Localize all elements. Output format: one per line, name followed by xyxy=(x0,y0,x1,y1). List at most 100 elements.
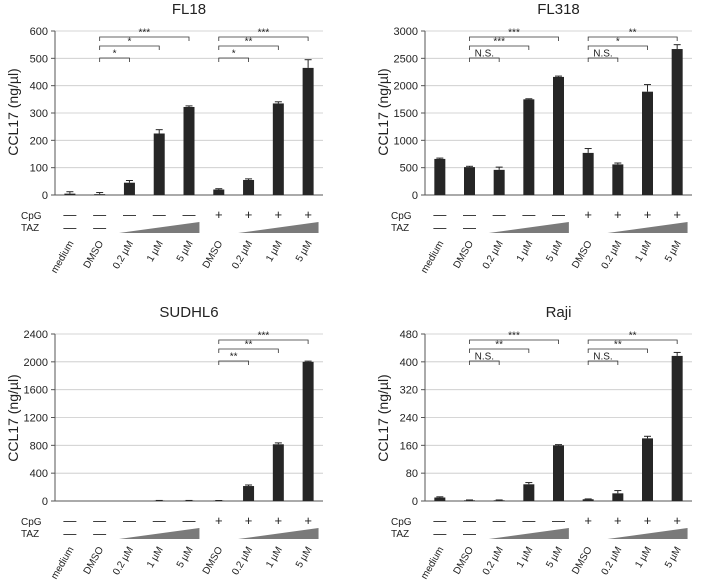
bar xyxy=(642,438,653,501)
significance-bracket xyxy=(469,36,559,41)
bar xyxy=(493,169,505,195)
y-tick-label: 300 xyxy=(30,108,48,120)
significance-bracket xyxy=(218,348,279,353)
x-tick-label: DMSO xyxy=(82,545,107,577)
bar xyxy=(153,133,165,195)
y-tick-label: 1600 xyxy=(24,385,48,397)
cpg-indicator: — xyxy=(93,207,106,222)
significance-label: *** xyxy=(258,331,270,342)
bar xyxy=(183,106,195,195)
chart-title: FL318 xyxy=(537,1,580,18)
x-tick-label: 5 µM xyxy=(294,545,315,570)
y-tick-label: 0 xyxy=(412,496,418,508)
y-axis-label: CCL17 (ng/µl) xyxy=(375,374,391,461)
significance-bracket xyxy=(469,57,500,62)
significance-bracket xyxy=(469,339,559,344)
y-tick-label: 1000 xyxy=(394,135,418,147)
y-axis-label: CCL17 (ng/µl) xyxy=(5,68,21,155)
cpg-indicator: — xyxy=(433,513,446,528)
x-tick-label: 5 µM xyxy=(175,545,196,570)
bar xyxy=(612,493,624,501)
significance-label: N.S. xyxy=(475,352,494,363)
y-tick-label: 3000 xyxy=(394,26,418,38)
significance-label: * xyxy=(113,49,117,60)
bar xyxy=(523,99,535,195)
bar xyxy=(123,182,135,195)
x-tick-label: DMSO xyxy=(452,239,477,271)
significance-label: *** xyxy=(493,37,505,48)
bar xyxy=(553,76,564,195)
x-tick-label: 0.2 µM xyxy=(230,545,255,577)
x-tick-label: 5 µM xyxy=(175,239,196,264)
cpg-indicator: + xyxy=(673,513,681,528)
cpg-indicator: — xyxy=(93,513,106,528)
x-tick-label: 0.2 µM xyxy=(230,239,255,271)
x-tick-label: 5 µM xyxy=(544,545,565,570)
significance-bracket xyxy=(218,57,249,62)
bar xyxy=(243,486,255,501)
chart-title: Raji xyxy=(546,304,572,321)
significance-label: N.S. xyxy=(593,49,612,60)
significance-label: ** xyxy=(629,331,637,342)
taz-indicator: — xyxy=(433,220,446,235)
cpg-indicator: + xyxy=(304,513,312,528)
cpg-indicator: + xyxy=(614,207,622,222)
x-tick-label: DMSO xyxy=(452,545,477,577)
significance-bracket xyxy=(99,36,190,41)
y-tick-label: 600 xyxy=(30,26,48,38)
cpg-row-label: CpG xyxy=(391,517,412,528)
significance-bracket xyxy=(587,360,619,365)
bar xyxy=(612,164,624,195)
x-tick-label: 5 µM xyxy=(663,239,684,264)
significance-label: ** xyxy=(495,340,503,351)
x-tick-label: 0.2 µM xyxy=(600,239,625,271)
x-tick-label: 1 µM xyxy=(264,239,285,264)
significance-label: N.S. xyxy=(593,352,612,363)
bar xyxy=(302,67,314,195)
significance-label: * xyxy=(232,49,236,60)
cpg-indicator: — xyxy=(522,207,535,222)
x-tick-label: 5 µM xyxy=(544,239,565,264)
cpg-indicator: — xyxy=(433,207,446,222)
significance-bracket xyxy=(218,360,249,365)
x-tick-label: medium xyxy=(419,239,446,275)
significance-label: * xyxy=(127,37,131,48)
cpg-indicator: — xyxy=(63,207,76,222)
y-tick-label: 400 xyxy=(400,357,418,369)
y-tick-label: 1500 xyxy=(394,108,418,120)
bar xyxy=(272,103,284,195)
significance-bracket xyxy=(218,36,309,41)
bar xyxy=(434,158,446,195)
dose-wedge xyxy=(607,528,688,539)
taz-indicator: — xyxy=(433,526,446,541)
bar xyxy=(464,167,475,195)
y-tick-label: 100 xyxy=(30,163,48,175)
cpg-indicator: + xyxy=(673,207,681,222)
dose-wedge xyxy=(119,222,200,233)
chart-panel: FL318 CCL17 (ng/µl) 0 500 1000 1500 2000 2500 30… xyxy=(375,1,692,275)
x-tick-label: 0.2 µM xyxy=(481,545,506,577)
cpg-indicator: — xyxy=(183,207,196,222)
taz-row-label: TAZ xyxy=(391,529,409,540)
cpg-indicator: — xyxy=(552,513,565,528)
taz-indicator: — xyxy=(93,526,106,541)
y-tick-label: 480 xyxy=(400,329,418,341)
x-tick-label: 0.2 µM xyxy=(481,239,506,271)
significance-bracket xyxy=(587,339,678,344)
y-axis-label: CCL17 (ng/µl) xyxy=(375,68,391,155)
taz-indicator: — xyxy=(93,220,106,235)
x-tick-label: 1 µM xyxy=(145,545,166,570)
taz-row-label: TAZ xyxy=(391,223,409,234)
cpg-indicator: + xyxy=(215,207,223,222)
y-axis-label: CCL17 (ng/µl) xyxy=(5,374,21,461)
significance-bracket xyxy=(99,57,130,62)
y-tick-label: 2400 xyxy=(24,329,48,341)
y-tick-label: 2000 xyxy=(394,81,418,93)
x-tick-label: DMSO xyxy=(201,239,226,271)
x-tick-label: 0.2 µM xyxy=(111,239,136,271)
bar xyxy=(642,91,653,195)
x-tick-label: DMSO xyxy=(570,545,595,577)
cpg-indicator: — xyxy=(463,207,476,222)
